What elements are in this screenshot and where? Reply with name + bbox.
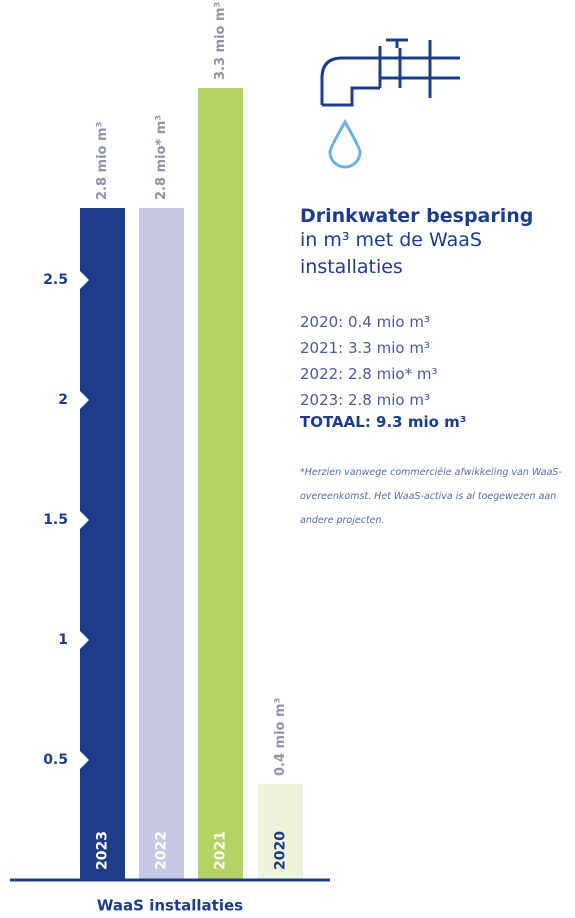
tick-mark xyxy=(80,391,89,409)
y-tick-label: 2 xyxy=(58,392,68,408)
panel-title: Drinkwater besparing xyxy=(300,205,534,227)
x-tick-label: 2023 xyxy=(95,831,111,870)
bar xyxy=(80,208,125,880)
y-tick-label: 0.5 xyxy=(43,752,68,768)
panel-lines: 2020: 0.4 mio m³ 2021: 3.3 mio m³ 2022: 2.… xyxy=(300,309,575,413)
panel-line: 2021: 3.3 mio m³ xyxy=(300,339,430,357)
panel-total: TOTAAL: 9.3 mio m³ xyxy=(300,413,467,431)
panel-line: 2020: 0.4 mio m³ xyxy=(300,313,430,331)
x-tick-label: 2020 xyxy=(273,831,289,870)
panel-subtitle: in m³ met de WaaS installaties xyxy=(300,229,482,278)
value-label: 2.8 mio* m³ xyxy=(154,115,169,200)
tick-mark xyxy=(80,511,89,529)
y-tick-label: 2.5 xyxy=(43,272,68,288)
panel-line: 2022: 2.8 mio* m³ xyxy=(300,365,438,383)
x-tick-label: 2021 xyxy=(213,831,229,870)
x-tick-label: 2022 xyxy=(154,831,170,870)
tick-mark xyxy=(80,271,89,289)
value-label: 0.4 mio m³ xyxy=(273,698,288,776)
tick-mark xyxy=(80,751,89,769)
value-label: 2.8 mio m³ xyxy=(95,122,110,200)
footnote: *Herzien vanwege commerciële afwikkeling… xyxy=(300,467,562,526)
bar xyxy=(139,208,184,880)
info-panel: Drinkwater besparing in m³ met de WaaS i… xyxy=(300,205,575,533)
tick-mark xyxy=(80,631,89,649)
bar xyxy=(198,88,243,880)
panel-line: 2023: 2.8 mio m³ xyxy=(300,391,430,409)
y-tick-label: 1 xyxy=(58,632,68,648)
value-label: 3.3 mio m³ xyxy=(213,2,228,80)
y-tick-label: 1.5 xyxy=(43,512,68,528)
x-axis-label: WaaS installaties xyxy=(97,897,243,915)
faucet-icon xyxy=(320,38,460,169)
bar xyxy=(258,784,303,880)
